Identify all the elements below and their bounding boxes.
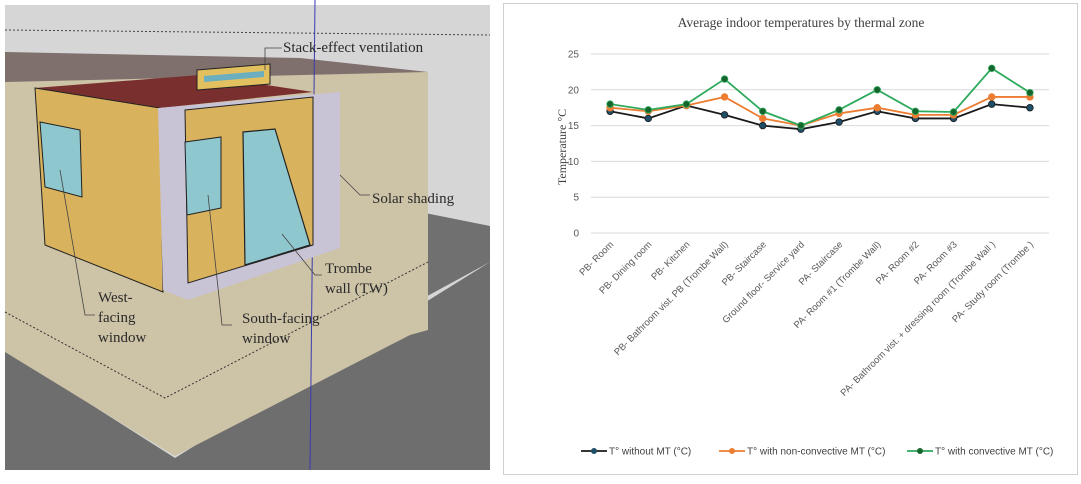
south-window [184,136,222,216]
plot-lines [606,64,1034,133]
label-west-3: window [98,330,147,346]
data-point [759,114,767,123]
legend-label: T° with convective MT (°C) [935,447,1053,458]
data-point [644,114,652,123]
series-line [609,103,1031,131]
data-point [720,75,729,83]
data-point [873,86,881,94]
data-point [1026,88,1034,97]
legend-item: T° with convective MT (°C) [907,447,1053,458]
label-solar-shading: Solar shading [372,191,455,207]
series-line [609,67,1031,127]
label-south-1: South-facing [242,311,320,327]
data-point [682,100,691,108]
x-tick-label: PA- Study room (Trombe ) [950,239,1036,325]
y-axis-label: Temperature °C [555,109,569,185]
y-tick-label: 25 [568,50,580,61]
legend-label: T° with non-convective MT (°C) [747,447,885,458]
label-stack-ventilation: Stack-effect ventilation [283,40,424,56]
data-point [759,121,767,130]
data-point [911,107,920,115]
data-point [988,64,996,73]
x-tick-label: Ground floor- Service yard [720,239,807,326]
legend-marker [729,448,735,454]
x-tick-label: PB- Room [577,239,616,278]
data-point [797,121,805,130]
data-point [720,111,729,119]
trombe-wall-glass [242,128,311,266]
stack-vent-glass [204,71,264,82]
label-trombe-2: wall (TW) [325,281,388,297]
chart-title: Average indoor temperatures by thermal z… [678,15,925,30]
series-0 [606,100,1034,133]
data-point [720,93,729,101]
legend: T° without MT (°C) T° with non-convective… [581,447,1053,458]
building-model-render: Stack-effect ventilation Solar shading T… [0,0,500,479]
data-point [1026,103,1034,112]
data-point [988,100,996,108]
chart-panel: Average indoor temperatures by thermal z… [503,3,1078,475]
label-west-1: West- [98,290,133,306]
legend-item: T° with non-convective MT (°C) [719,447,885,458]
legend-label: T° without MT (°C) [609,447,691,458]
label-west-2: facing [98,310,136,326]
data-point [606,100,614,108]
side-shadow [420,212,490,300]
west-window [39,121,83,198]
series-line [609,96,1030,127]
ground-shadow [5,262,490,470]
data-point [949,108,958,116]
series-2 [606,64,1034,130]
legend-marker [917,448,923,454]
data-point [873,103,881,112]
guide-line [4,261,429,399]
y-tick-label: 10 [568,157,580,168]
label-south-2: window [242,331,291,347]
data-point [835,106,843,114]
data-point [644,106,652,114]
legend-marker [591,448,597,454]
grid: 0 5 10 15 20 25 [568,50,1049,240]
data-point [988,93,996,101]
leader-lines [59,47,370,326]
y-tick-label: 5 [573,193,579,204]
label-trombe-1: Trombe [325,261,372,277]
legend-item: T° without MT (°C) [581,447,691,458]
y-tick-label: 0 [573,229,579,240]
data-point [835,118,843,126]
y-tick-label: 15 [568,121,580,132]
y-tick-label: 20 [568,85,580,96]
data-point [759,107,767,115]
guide-line [4,29,491,36]
